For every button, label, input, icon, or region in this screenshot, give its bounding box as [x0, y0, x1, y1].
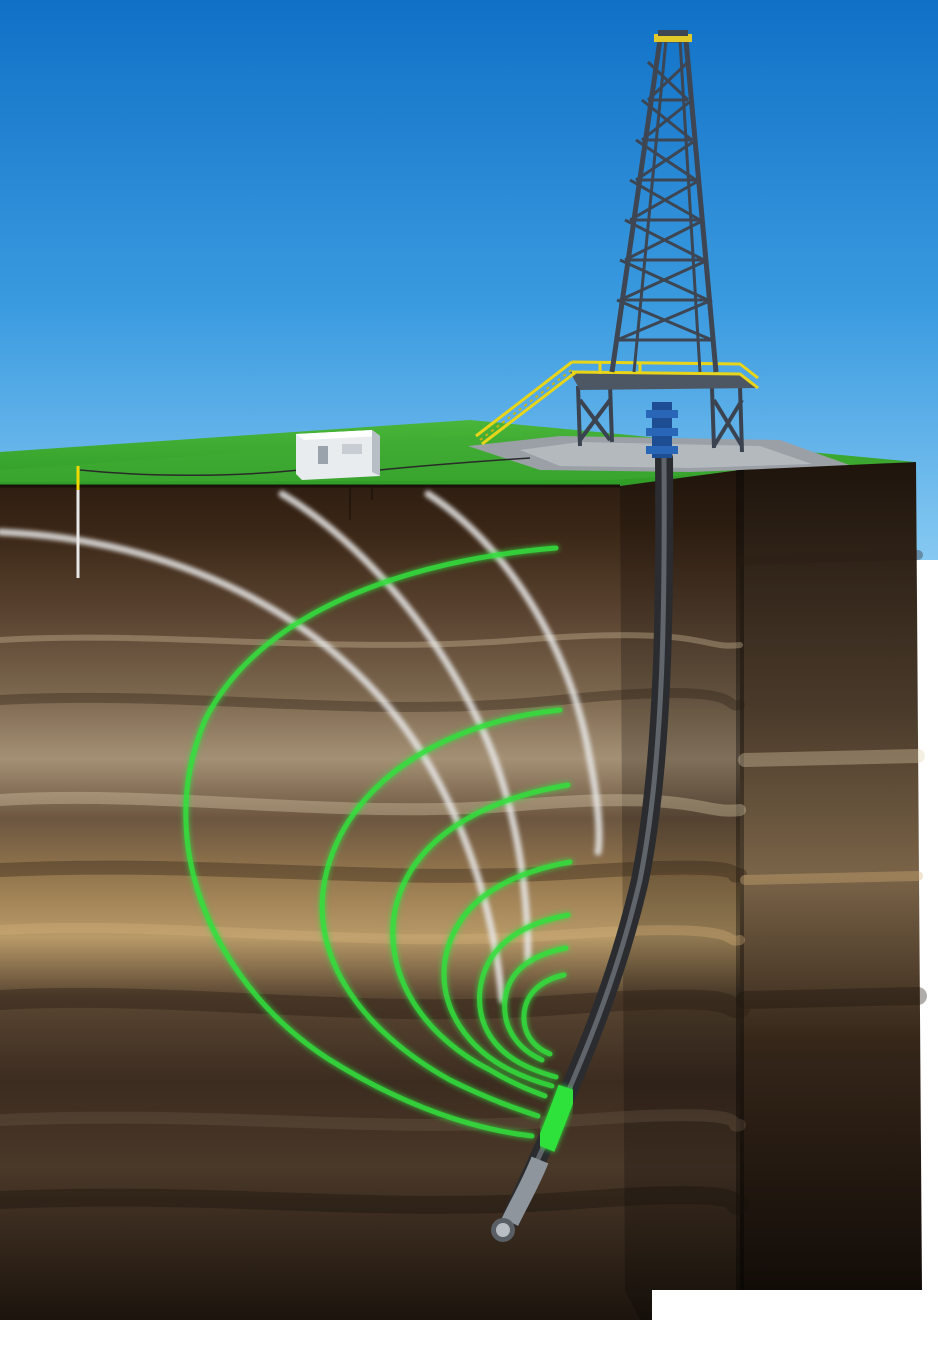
drill-bit-icon — [491, 1218, 515, 1242]
copyright-notice: © 2010 Weatherford. All rights reserved. — [173, 1325, 379, 1337]
seismic-wave-green — [183, 545, 573, 1139]
drilling-derrick-icon — [475, 30, 759, 458]
page-footer: 4 © 2010 Weatherford. All rights reserve… — [145, 1318, 378, 1340]
soil-side-face — [740, 462, 922, 1290]
recording-cabin-icon — [296, 430, 380, 480]
seismic-wave-white — [0, 490, 603, 1004]
sensor-sub — [535, 1084, 578, 1152]
page-number: 4 — [145, 1318, 156, 1339]
